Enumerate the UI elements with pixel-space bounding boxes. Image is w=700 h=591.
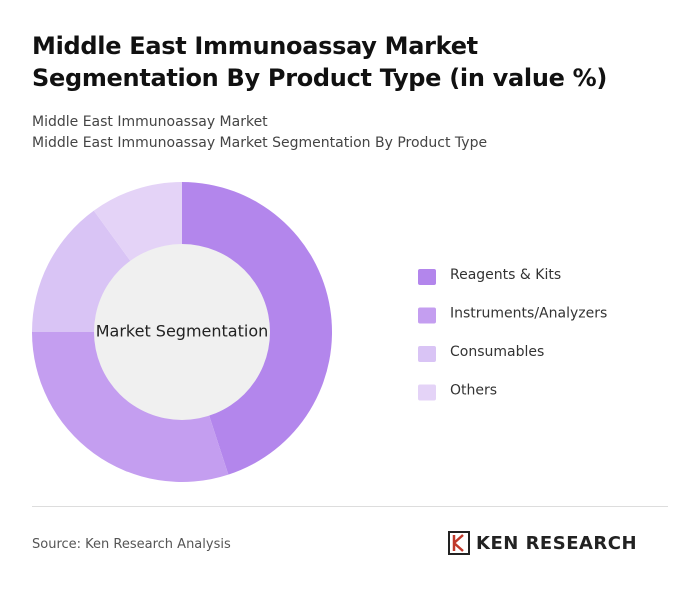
legend-swatch	[418, 307, 436, 324]
logo-icon	[448, 531, 470, 555]
legend-swatch	[418, 269, 436, 285]
legend-label: Consumables	[450, 344, 544, 360]
subtitle: Middle East Immunoassay Market	[32, 114, 268, 130]
center-label: Market Segmentation	[96, 322, 269, 341]
chart-title: Middle East Immunoassay Market Segmentat…	[32, 32, 608, 92]
legend-swatch	[418, 384, 436, 401]
divider	[32, 506, 668, 507]
donut-hole	[94, 244, 270, 420]
subtitle: Middle East Immunoassay Market Segmentat…	[32, 135, 488, 151]
legend-label: Reagents & Kits	[450, 267, 561, 283]
legend-label: Instruments/Analyzers	[450, 306, 607, 322]
source: Source: Ken Research Analysis	[32, 537, 231, 552]
legend-label: Others	[450, 383, 497, 399]
logo-text: KEN RESEARCH	[476, 532, 638, 554]
logo: KEN RESEARCH	[448, 531, 637, 555]
legend-swatch	[418, 346, 436, 362]
